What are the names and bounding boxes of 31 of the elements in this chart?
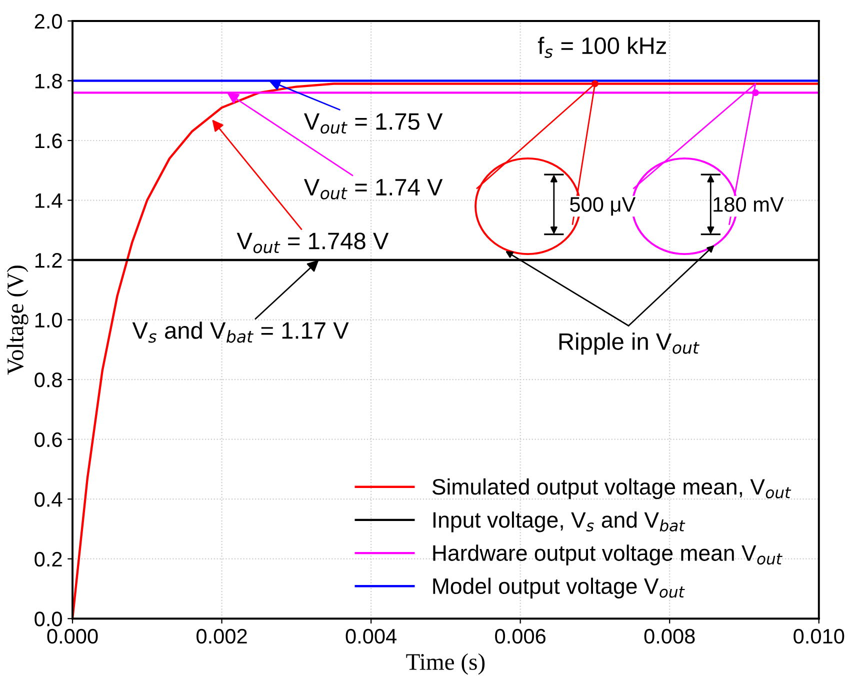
legend-label: Model output voltage V$_{out}$ (433, 578, 685, 598)
y-tick-label: 0.2 (34, 552, 62, 567)
y-tick-label: 2.0 (34, 14, 62, 29)
annotation: V$_{out}$ = 1.75 V (304, 113, 443, 134)
x-axis-title: Time (s) (406, 653, 485, 675)
annotation: f$_{s}$ = 100 kHz (538, 36, 666, 58)
y-tick-label: 0.4 (34, 492, 62, 507)
annotation: Ripple in V$_{out}$ (559, 332, 700, 355)
y-axis-title: Voltage (V) (6, 266, 28, 375)
y-tick-label: 1.4 (35, 193, 62, 208)
annotation: V$_{out}$ = 1.748 V (236, 232, 389, 254)
y-tick-label: 0.6 (34, 432, 62, 448)
x-tick-label: 0.000 (47, 628, 98, 644)
y-tick-label: 1.0 (35, 312, 62, 328)
annotation: V$_{s}$ and V$_{bat}$ = 1.17 V (132, 322, 349, 343)
legend-label: Hardware output voltage mean V$_{out}$ (433, 544, 782, 566)
annotation: 180 mV (714, 197, 784, 212)
x-tick-label: 0.010 (794, 628, 844, 644)
annotation: V$_{out}$ = 1.74 V (304, 179, 443, 200)
x-tick-label: 0.004 (346, 628, 397, 644)
x-tick-label: 0.008 (644, 628, 695, 644)
annotation: 500 μV (570, 197, 636, 216)
y-tick-label: 1.6 (35, 134, 62, 148)
y-tick-label: 0.8 (34, 372, 62, 388)
x-tick-label: 0.006 (495, 628, 546, 644)
y-tick-label: 1.8 (35, 74, 62, 88)
y-tick-label: 0.0 (34, 612, 62, 626)
y-tick-label: 1.2 (35, 253, 62, 268)
legend-label: Simulated output voltage mean, V$_{out}$ (432, 478, 792, 500)
x-tick-label: 0.002 (196, 628, 247, 644)
legend-label: Input voltage, V$_{s}$ and V$_{bat}$ (433, 512, 686, 532)
